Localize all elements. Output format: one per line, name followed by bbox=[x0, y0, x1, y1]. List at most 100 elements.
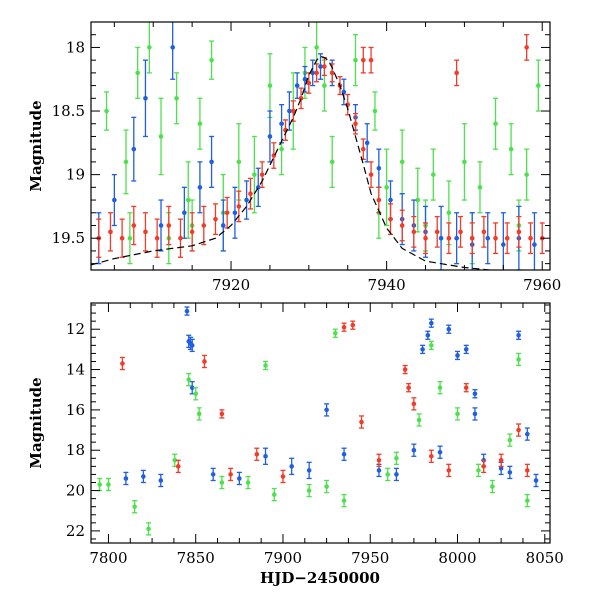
top-point-marker bbox=[143, 229, 148, 235]
bottom-point bbox=[498, 453, 504, 468]
top-point bbox=[174, 72, 180, 125]
top-point-marker bbox=[353, 57, 358, 63]
bottom-point-marker bbox=[490, 484, 495, 489]
top-point-marker bbox=[123, 159, 129, 165]
top-point-marker bbox=[127, 235, 133, 241]
top-point bbox=[271, 142, 277, 169]
top-point-marker bbox=[454, 235, 459, 241]
top-point-marker bbox=[158, 223, 164, 228]
top-point bbox=[376, 186, 382, 214]
bottom-point-marker bbox=[106, 482, 111, 487]
bottom-point-marker bbox=[476, 468, 481, 473]
top-point bbox=[434, 215, 440, 248]
top-point bbox=[372, 91, 378, 131]
top-point-marker bbox=[314, 45, 319, 50]
top-point-marker bbox=[170, 45, 175, 50]
top-point-marker bbox=[119, 235, 125, 241]
top-point-marker bbox=[501, 242, 506, 247]
top-point-marker bbox=[493, 121, 498, 127]
bottom-point bbox=[105, 477, 111, 492]
top-point-marker bbox=[135, 70, 140, 76]
top-y-tick-label: 19 bbox=[66, 166, 85, 184]
bottom-point-marker bbox=[446, 468, 452, 473]
top-point-marker bbox=[189, 229, 195, 235]
top-point-marker bbox=[158, 134, 164, 139]
top-point-marker bbox=[209, 57, 214, 63]
top-point-marker bbox=[536, 83, 541, 88]
bottom-point bbox=[516, 330, 522, 340]
bottom-point-marker bbox=[472, 411, 478, 417]
top-point-marker bbox=[108, 229, 113, 235]
top-point bbox=[244, 180, 250, 220]
bottom-point-marker bbox=[271, 492, 277, 497]
bottom-point-marker bbox=[416, 417, 422, 423]
bottom-point-marker bbox=[402, 367, 408, 372]
top-point-marker bbox=[438, 235, 444, 241]
bottom-point bbox=[489, 479, 495, 494]
bottom-point bbox=[411, 397, 417, 411]
top-point-marker bbox=[364, 140, 370, 146]
top-point bbox=[504, 222, 510, 255]
bottom-point-marker bbox=[411, 447, 417, 453]
top-point bbox=[508, 123, 514, 176]
bottom-point bbox=[425, 330, 431, 340]
top-point-marker bbox=[197, 121, 203, 127]
top-point-marker bbox=[166, 223, 172, 228]
top-point-marker bbox=[143, 96, 148, 101]
top-point-marker bbox=[287, 108, 292, 114]
bottom-point bbox=[406, 383, 412, 393]
bottom-point-marker bbox=[228, 472, 233, 477]
top-plot-frame bbox=[90, 21, 551, 271]
top-point-marker bbox=[174, 96, 179, 101]
bottom-point bbox=[97, 477, 103, 492]
top-point bbox=[267, 53, 273, 119]
top-point-marker bbox=[302, 76, 308, 82]
top-point bbox=[197, 161, 203, 214]
bottom-point-marker bbox=[341, 498, 347, 503]
bottom-point bbox=[306, 461, 312, 480]
top-point-marker bbox=[376, 165, 382, 171]
top-point bbox=[388, 203, 394, 236]
bottom-ticks: 7800 7850 7900 7950 8000 8050 12 14 16 18 20 22 bbox=[66, 303, 564, 567]
top-point bbox=[232, 186, 238, 239]
top-point bbox=[430, 148, 436, 201]
bottom-point-marker bbox=[141, 474, 146, 479]
top-point bbox=[259, 161, 265, 188]
bottom-point-marker bbox=[437, 449, 443, 455]
top-point bbox=[454, 59, 460, 87]
bottom-point bbox=[428, 449, 434, 463]
top-point-marker bbox=[477, 185, 483, 190]
bottom-point bbox=[341, 322, 347, 332]
bottom-y-tick-label: 14 bbox=[66, 361, 85, 379]
top-point bbox=[267, 110, 273, 163]
top-point-marker bbox=[131, 146, 137, 152]
bottom-point bbox=[446, 324, 452, 334]
top-point bbox=[493, 222, 499, 255]
bottom-point bbox=[184, 306, 190, 316]
top-point-marker bbox=[236, 204, 242, 209]
top-point-marker bbox=[372, 108, 378, 114]
top-point bbox=[469, 222, 475, 255]
top-point bbox=[384, 148, 390, 227]
bottom-point bbox=[481, 459, 487, 474]
top-point bbox=[131, 205, 137, 246]
bottom-point bbox=[196, 407, 202, 421]
top-point-marker bbox=[244, 197, 249, 203]
bottom-point-marker bbox=[202, 359, 207, 364]
top-point bbox=[251, 135, 257, 214]
top-point-marker bbox=[415, 197, 421, 203]
bottom-point-marker bbox=[245, 480, 251, 485]
top-point bbox=[111, 173, 117, 227]
top-point bbox=[212, 203, 218, 236]
top-point-marker bbox=[388, 197, 393, 203]
top-point-marker bbox=[232, 210, 238, 216]
top-point-marker bbox=[259, 172, 265, 177]
bottom-point bbox=[280, 469, 286, 484]
top-point bbox=[294, 72, 300, 99]
top-point bbox=[279, 104, 285, 144]
bottom-point-marker bbox=[146, 526, 151, 532]
bottom-point-marker bbox=[189, 343, 195, 348]
top-point bbox=[481, 215, 487, 248]
bottom-point-marker bbox=[219, 480, 225, 485]
bottom-point bbox=[172, 453, 178, 468]
